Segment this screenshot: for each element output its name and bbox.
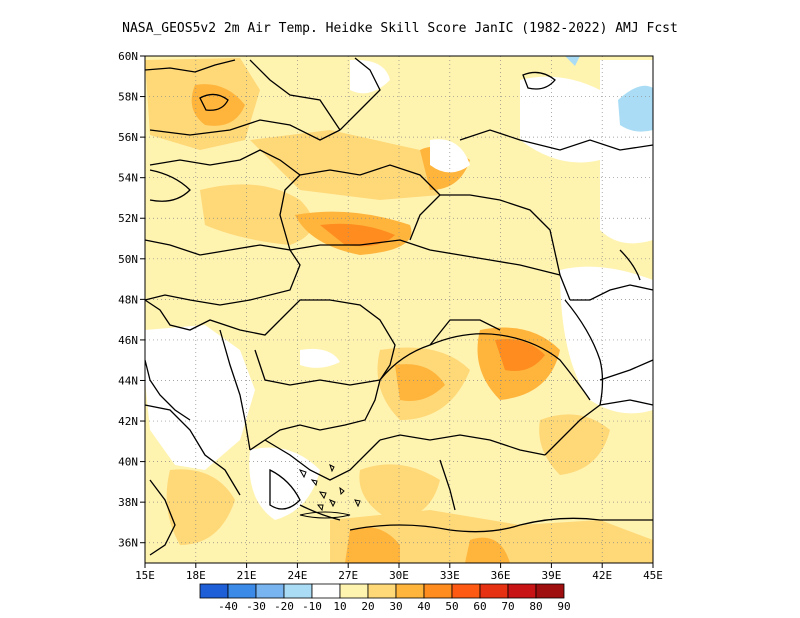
colorbar-label-5: 20: [361, 600, 374, 613]
lon-label-10: 45E: [643, 569, 663, 582]
lat-label-4: 52N: [118, 212, 138, 225]
colorbar-label-4: 10: [333, 600, 346, 613]
colorbar-swatch-6: [367, 583, 397, 599]
lon-label-4: 27E: [338, 569, 358, 582]
lon-label-3: 24E: [287, 569, 307, 582]
map-title: NASA_GEOS5v2 2m Air Temp. Heidke Skill S…: [122, 21, 678, 36]
colorbar-swatch-7: [395, 583, 425, 599]
islands: [298, 464, 361, 519]
country-borders: [144, 57, 654, 556]
lon-label-5: 30E: [389, 569, 409, 582]
colorbar-label-0: -40: [218, 600, 238, 613]
colorbar-labels: -40 -30 -20 -10 10 20 30 40 50 60 70 80 90: [218, 600, 571, 613]
lat-label-11: 38N: [118, 496, 138, 509]
colorbar-swatch-5: [339, 583, 369, 599]
colorbar-label-6: 30: [389, 600, 402, 613]
lat-label-3: 54N: [118, 172, 138, 185]
lat-label-12: 36N: [118, 537, 138, 550]
colorbar-swatch-10: [479, 583, 509, 599]
lat-label-9: 42N: [118, 415, 138, 428]
colorbar-swatch-1: [227, 583, 257, 599]
colorbar-swatch-12: [535, 583, 565, 599]
latitude-labels: 60N 58N 56N 54N 52N 50N 48N 46N 44N 42N 40N 38N 36N: [118, 50, 145, 550]
lon-label-6: 33E: [440, 569, 460, 582]
colorbar-swatch-11: [507, 583, 537, 599]
lat-label-5: 50N: [118, 253, 138, 266]
lat-label-1: 58N: [118, 91, 138, 104]
lat-label-8: 44N: [118, 374, 138, 387]
colorbar-label-9: 60: [473, 600, 486, 613]
colorbar-label-1: -30: [246, 600, 266, 613]
lon-label-7: 36E: [491, 569, 511, 582]
skill-field: [145, 56, 653, 563]
colorbar-label-7: 40: [417, 600, 430, 613]
colorbar-label-8: 50: [445, 600, 458, 613]
lat-label-10: 40N: [118, 456, 138, 469]
colorbar-label-11: 80: [529, 600, 542, 613]
colorbar-swatch-8: [423, 583, 453, 599]
lat-label-6: 48N: [118, 293, 138, 306]
lat-label-7: 46N: [118, 334, 138, 347]
colorbar-swatch-3: [283, 583, 313, 599]
lon-label-0: 15E: [135, 569, 155, 582]
colorbar-label-3: -10: [302, 600, 322, 613]
colorbar-label-12: 90: [557, 600, 570, 613]
colorbar: [199, 583, 565, 599]
colorbar-swatch-0: [199, 583, 229, 599]
colorbar-swatch-4: [311, 583, 341, 599]
longitude-labels: 15E 18E 21E 24E 27E 30E 33E 36E 39E 42E 45E: [135, 563, 663, 582]
colorbar-swatch-2: [255, 583, 285, 599]
colorbar-swatch-9: [451, 583, 481, 599]
lon-label-8: 39E: [541, 569, 561, 582]
lon-label-2: 21E: [237, 569, 257, 582]
lat-label-0: 60N: [118, 50, 138, 63]
lat-label-2: 56N: [118, 131, 138, 144]
lon-label-9: 42E: [592, 569, 612, 582]
colorbar-label-2: -20: [274, 600, 294, 613]
colorbar-label-10: 70: [501, 600, 514, 613]
lon-label-1: 18E: [186, 569, 206, 582]
